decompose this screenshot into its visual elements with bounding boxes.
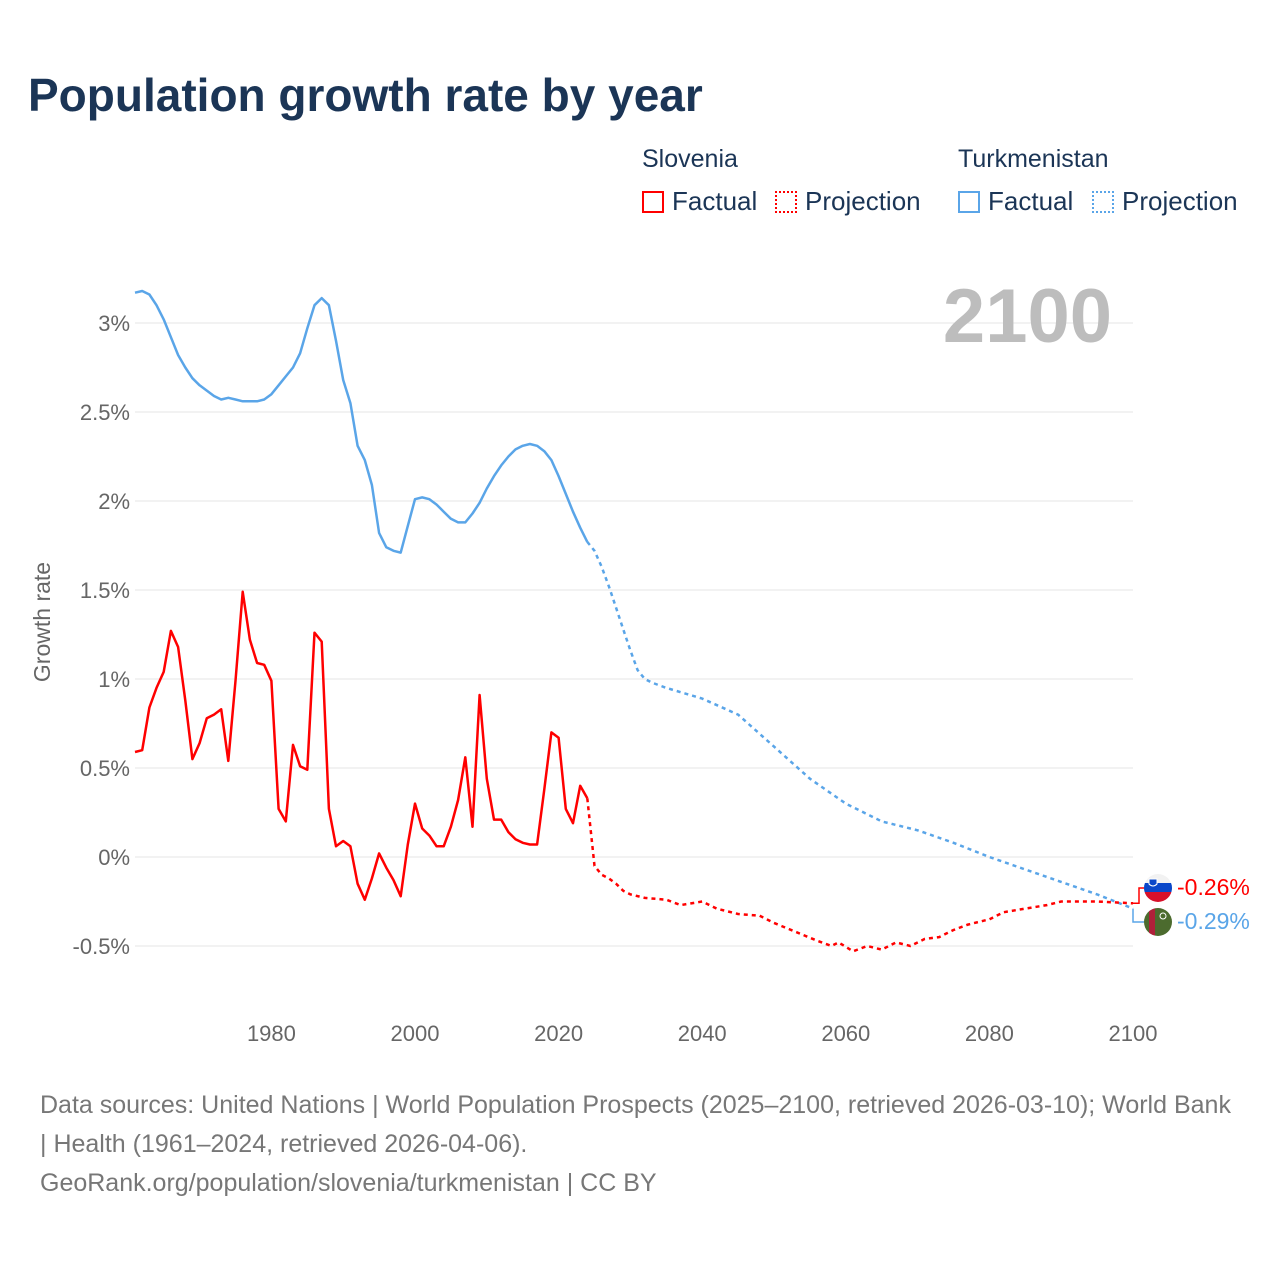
legend-slovenia-projection[interactable]: Projection [775,186,921,217]
legend-label: Factual [672,186,758,216]
turkmenistan-flag [1144,908,1172,936]
y-tick-label: -0.5% [73,934,130,959]
solid-swatch-icon [958,190,980,213]
y-tick-label: 1% [98,667,130,692]
legend-turkmenistan-factual[interactable]: Factual [958,186,1073,217]
x-tick-label: 2040 [678,1021,727,1046]
x-tick-label: 2000 [391,1021,440,1046]
x-tick-label: 2020 [534,1021,583,1046]
slovenia-factual-line [134,590,589,901]
y-axis-label: Growth rate [29,562,55,682]
legend-label: Projection [1122,186,1238,216]
legend-slovenia-factual[interactable]: Factual [642,186,757,217]
x-tick-label: 2100 [1109,1021,1158,1046]
turkmenistan-factual-line [134,289,589,554]
footer-sources: Data sources: United Nations | World Pop… [40,1091,1231,1158]
solid-swatch-icon [642,190,664,213]
legend-label: Projection [805,186,921,216]
dotted-swatch-icon [775,190,797,213]
turkmenistan-connector [1132,908,1144,923]
turkmenistan-end-label: -0.29% [1177,908,1250,934]
y-tick-label: 0% [98,845,130,870]
slovenia-projection-line [586,798,1134,953]
legend-turkmenistan-projection[interactable]: Projection [1092,186,1238,217]
y-tick-label: 1.5% [80,578,130,603]
x-tick-label: 2060 [821,1021,870,1046]
y-tick-label: 3% [98,311,130,336]
dotted-swatch-icon [1092,190,1114,213]
legend-label: Factual [988,186,1074,216]
x-tick-label: 1980 [247,1021,296,1046]
x-tick-label: 2080 [965,1021,1014,1046]
legend-turkmenistan-title: Turkmenistan [958,145,1109,173]
y-tick-label: 2.5% [80,400,130,425]
y-tick-label: 2% [98,489,130,514]
legend-slovenia-title: Slovenia [642,145,738,173]
slovenia-connector [1133,887,1144,905]
y-tick-label: 0.5% [80,756,130,781]
slovenia-flag [1144,874,1172,902]
slovenia-end-label: -0.26% [1177,874,1250,900]
turkmenistan-projection-line [586,541,1134,910]
chart-title: Population growth rate by year [28,69,703,121]
footer-link[interactable]: GeoRank.org/population/slovenia/turkmeni… [40,1169,657,1197]
year-display: 2100 [943,274,1112,359]
